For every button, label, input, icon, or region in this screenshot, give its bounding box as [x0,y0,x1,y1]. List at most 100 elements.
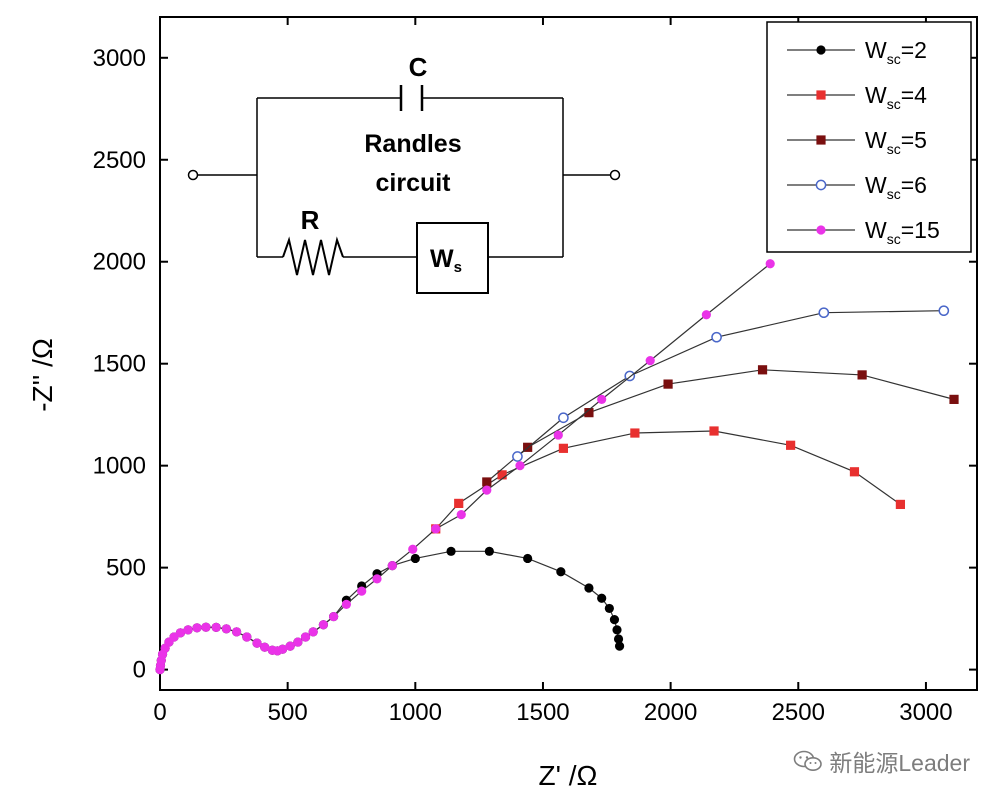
wechat-icon [794,750,823,771]
x-tick-label: 500 [268,699,308,726]
randles-circuit-inset [187,85,621,294]
data-point [663,379,673,389]
data-point [446,546,456,556]
data-point [630,428,640,438]
data-point [211,622,221,632]
data-point [175,628,186,638]
data-point [612,625,622,635]
plot-border [159,16,978,691]
data-point [613,634,624,644]
resistor-label: R [301,205,320,235]
circuit-title-line1: Randles [364,130,461,158]
legend-label: Wsc=2 [865,37,927,67]
legend-item: Wsc=2 [787,37,927,67]
series-line [159,263,771,670]
legend-label-suffix: =5 [901,127,927,153]
legend-marker [816,45,826,55]
legend-marker [816,225,826,235]
plot-frame [159,16,978,691]
data-point [242,632,252,642]
legend-label-main: W [865,217,887,243]
resistor-zigzag [282,236,344,276]
watermark-text: 新能源Leader [829,750,970,776]
data-point [482,477,492,487]
legend-label-main: W [865,82,887,108]
data-point [765,259,775,269]
data-point [938,305,950,317]
series-5 [155,259,775,675]
data-point [201,622,211,632]
circuit-title-line2: circuit [375,169,451,197]
data-point [300,632,311,642]
data-point [558,443,568,453]
legend-label: Wsc=15 [865,217,940,247]
legend-label-main: W [865,172,887,198]
x-tick-label: 3000 [899,699,952,726]
data-point [512,451,523,462]
data-point [895,499,906,510]
legend-label-main: W [865,127,887,153]
data-point [584,408,594,418]
x-tick-label: 2000 [644,699,697,726]
data-point [523,553,533,564]
data-point [604,603,614,614]
series-2 [431,426,906,534]
y-tick-label: 1000 [93,453,146,480]
data-point [341,599,351,609]
data-point [609,615,620,625]
data-point [431,524,441,534]
data-point [497,470,507,480]
y-tick-label: 2000 [93,249,146,276]
data-point [357,586,367,596]
y-axis-title: -Z'' /Ω [27,338,58,412]
data-point [221,624,231,634]
legend-label-sub: sc [887,96,901,112]
data-point [183,625,193,635]
capacitor-label: C [409,52,428,82]
data-point [318,620,328,630]
data-point [849,467,860,477]
x-tick-label: 1000 [389,699,442,726]
data-point [277,644,288,654]
data-point [556,567,566,577]
data-point [584,583,594,593]
data-point [260,642,270,652]
data-point [711,331,722,343]
legend-label-sub: sc [887,186,901,202]
x-tick-label: 2500 [772,699,825,726]
legend-label: Wsc=6 [865,172,927,202]
data-point [408,544,418,554]
x-tick-label: 0 [153,699,166,726]
series-line [435,430,901,530]
left-terminal [187,169,199,181]
data-point [482,485,492,495]
data-point [757,365,768,375]
data-point [515,461,525,471]
data-point [308,627,318,637]
watermark: 新能源Leader [793,744,970,778]
legend-label: Wsc=4 [865,82,927,112]
legend-label-sub: sc [887,51,901,67]
y-tick-label: 3000 [93,45,146,72]
right-terminal [609,169,621,181]
data-point [231,627,242,637]
legend-marker [815,179,827,191]
data-point [597,394,607,404]
x-axis-title: Z' /Ω [539,760,598,791]
warburg-sub: s [454,259,462,276]
legend-label-sub: sc [887,231,901,247]
data-point [252,638,262,648]
data-point [818,307,830,319]
legend-label-suffix: =6 [901,172,927,198]
data-point [484,546,494,556]
y-tick-label: 2500 [93,147,146,174]
legend-label-main: W [865,37,887,63]
data-point [454,498,464,508]
data-point [786,440,796,450]
series-line [486,369,955,483]
x-tick-label: 1500 [516,699,569,726]
legend-label: Wsc=5 [865,127,927,157]
data-point [645,356,655,366]
legend-label-sub: sc [887,141,901,157]
